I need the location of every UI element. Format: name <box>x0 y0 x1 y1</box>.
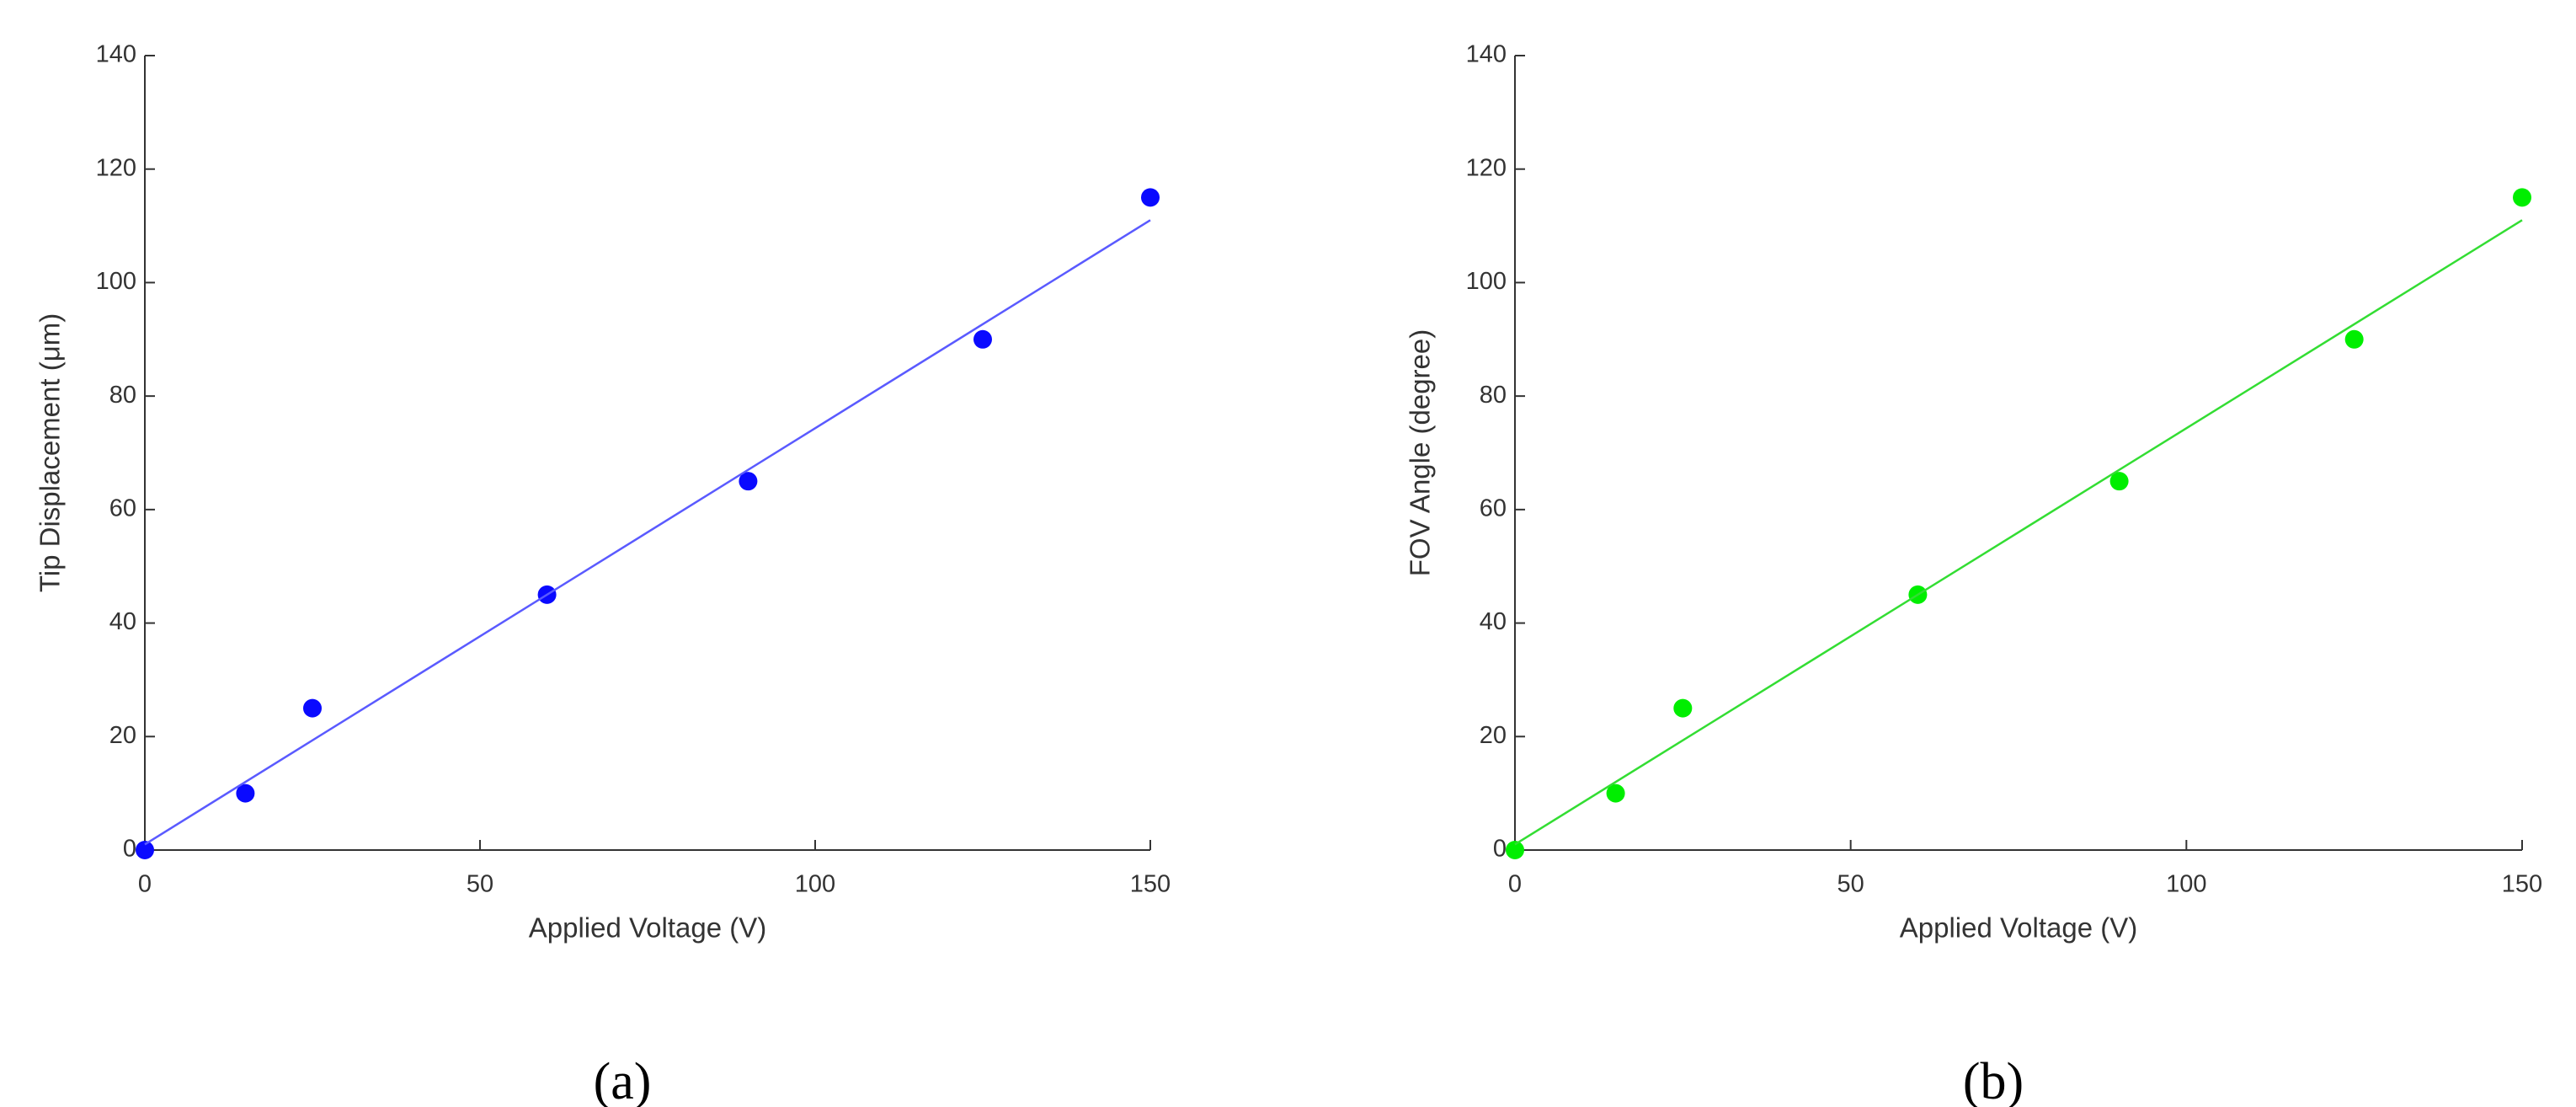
data-point <box>1606 783 1625 803</box>
y-tick-label: 80 <box>109 382 136 409</box>
fit-line <box>144 219 1151 846</box>
x-tick-label: 150 <box>1130 871 1171 898</box>
y-axis-label: FOV Angle (degree) <box>1405 329 1436 577</box>
y-tick-label: 60 <box>109 495 136 522</box>
fit-line <box>1514 219 2523 846</box>
y-tick-label: 60 <box>1480 495 1507 522</box>
data-point <box>973 329 992 349</box>
data-point <box>2344 329 2364 349</box>
x-tick-label: 0 <box>1508 871 1522 898</box>
y-tick-label: 140 <box>1466 41 1507 68</box>
data-point <box>2513 188 2531 207</box>
y-axis-label: Tip Displacement (μm) <box>35 313 66 592</box>
y-tick-label: 0 <box>123 836 136 863</box>
data-point <box>136 841 154 859</box>
y-tick-label: 120 <box>96 154 136 181</box>
y-tick-label: 120 <box>1466 154 1507 181</box>
data-point <box>1506 841 1524 859</box>
y-tick-label: 0 <box>1493 836 1507 863</box>
caption: (a) <box>594 1053 652 1107</box>
x-tick-label: 100 <box>2166 871 2206 898</box>
data-point <box>2109 472 2129 491</box>
x-tick-label: 150 <box>2502 871 2542 898</box>
x-axis-label: Applied Voltage (V) <box>529 912 767 944</box>
y-tick-label: 40 <box>109 608 136 635</box>
y-tick-label: 100 <box>96 268 136 295</box>
x-tick-label: 50 <box>1837 871 1864 898</box>
data-point <box>303 698 322 718</box>
y-tick-label: 140 <box>96 41 136 68</box>
x-tick-label: 50 <box>467 871 493 898</box>
y-tick-label: 20 <box>109 722 136 749</box>
caption: (b) <box>1963 1053 2024 1107</box>
x-tick-label: 0 <box>138 871 152 898</box>
data-point <box>236 783 255 803</box>
data-point <box>739 472 758 491</box>
x-tick-label: 100 <box>795 871 835 898</box>
y-tick-label: 100 <box>1466 268 1507 295</box>
y-tick-label: 40 <box>1480 608 1507 635</box>
y-tick-label: 80 <box>1480 382 1507 409</box>
x-axis-label: Applied Voltage (V) <box>1900 912 2138 944</box>
data-point <box>1673 698 1693 718</box>
y-tick-label: 20 <box>1480 722 1507 749</box>
data-point <box>1141 188 1160 207</box>
